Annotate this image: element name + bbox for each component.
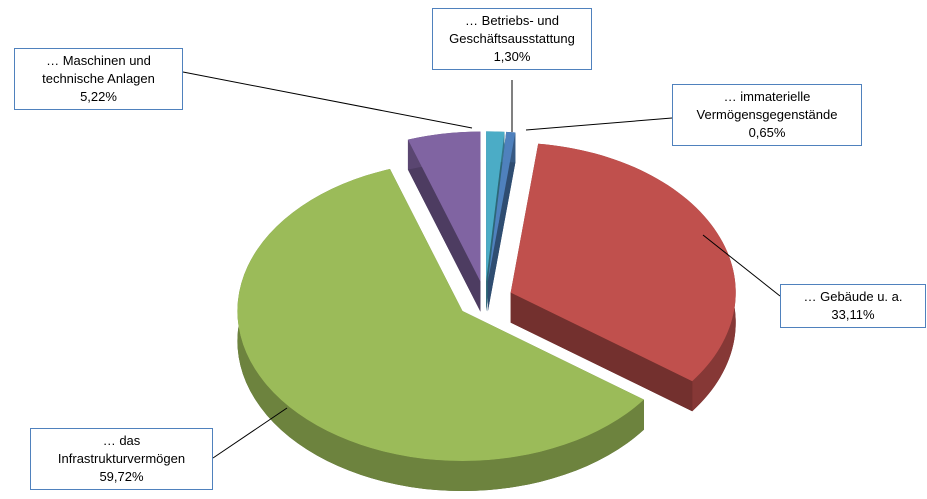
leader-line — [212, 407, 288, 459]
data-label: … Gebäude u. a. 33,11% — [780, 284, 926, 328]
slice — [486, 131, 505, 282]
slice — [487, 131, 516, 282]
slice-radial-face — [487, 132, 516, 312]
data-label: … immaterielle Vermögensgegenstände 0,65% — [672, 84, 862, 146]
data-label: … Maschinen und technische Anlagen 5,22% — [14, 48, 183, 110]
category-label: … Maschinen und technische Anlagen — [42, 53, 155, 86]
leader-line — [702, 234, 781, 297]
value-label: 5,22% — [80, 89, 117, 104]
category-label: … Gebäude u. a. — [803, 289, 903, 304]
category-label: … das Infrastrukturvermögen — [57, 433, 186, 466]
leader-lines — [182, 71, 781, 459]
slices — [237, 131, 736, 492]
value-label: 1,30% — [493, 49, 531, 64]
value-label: 59,72% — [99, 469, 144, 484]
data-label: … das Infrastrukturvermögen 59,72% — [30, 428, 213, 490]
slice-radial-face — [510, 292, 693, 412]
category-label: … Betriebs- und Geschäftsausstattung — [449, 13, 575, 46]
leader-line — [182, 71, 473, 129]
slice — [407, 131, 481, 282]
category-label: … immaterielle Vermögensgegenstände — [696, 89, 838, 122]
value-label: 33,11% — [831, 307, 875, 322]
slice — [237, 169, 644, 462]
leader-line — [525, 117, 673, 131]
slice-radial-face — [407, 139, 481, 312]
data-label: … Betriebs- und Geschäftsausstattung 1,30… — [432, 8, 592, 70]
value-label: 0,65% — [748, 125, 786, 140]
slice — [510, 143, 736, 382]
